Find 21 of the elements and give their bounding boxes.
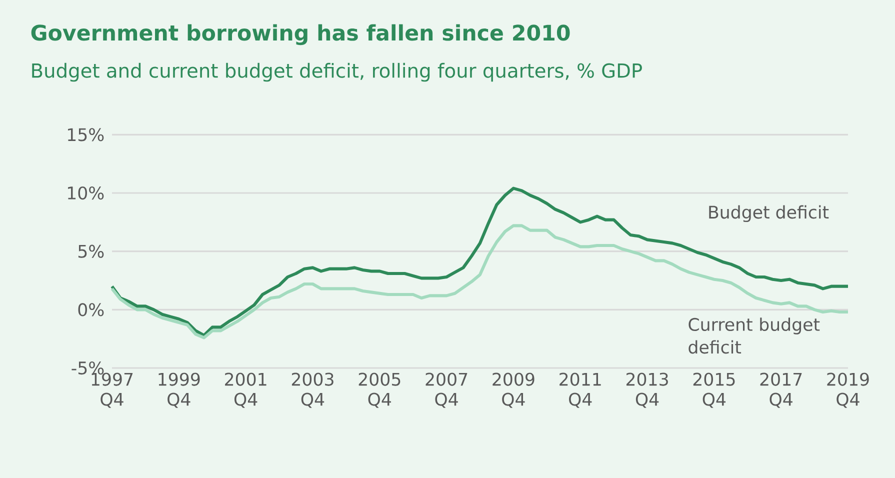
x-tick-label: 2005 Q4 bbox=[358, 372, 400, 408]
chart-title: Government borrowing has fallen since 2010 bbox=[31, 24, 570, 46]
chart-subtitle: Budget and current budget deficit, rolling four quarters, % GDP bbox=[32, 62, 642, 82]
x-tick-label: 2003 Q4 bbox=[292, 372, 334, 408]
x-tick-label: 2007 Q4 bbox=[426, 372, 468, 408]
x-tick-label: 1997 Q4 bbox=[92, 372, 133, 408]
y-tick-label: 10% bbox=[68, 186, 104, 200]
y-tick-label: -5% bbox=[72, 361, 104, 375]
x-tick-label: 2019 Q4 bbox=[827, 372, 869, 408]
y-tick-label: 0% bbox=[78, 303, 104, 316]
x-tick-label: 2011 Q4 bbox=[560, 372, 601, 408]
x-tick-label: 1999 Q4 bbox=[158, 372, 200, 408]
series-label: Budget deficit bbox=[709, 205, 829, 222]
series-label: Current budget deficit bbox=[688, 318, 820, 354]
y-tick-label: 15% bbox=[68, 128, 104, 142]
x-tick-label: 2015 Q4 bbox=[693, 372, 735, 408]
x-tick-label: 2001 Q4 bbox=[225, 372, 266, 408]
x-tick-label: 2009 Q4 bbox=[492, 372, 534, 408]
x-tick-label: 2013 Q4 bbox=[626, 372, 668, 408]
y-tick-label: 5% bbox=[78, 244, 104, 258]
x-tick-label: 2017 Q4 bbox=[760, 372, 802, 408]
